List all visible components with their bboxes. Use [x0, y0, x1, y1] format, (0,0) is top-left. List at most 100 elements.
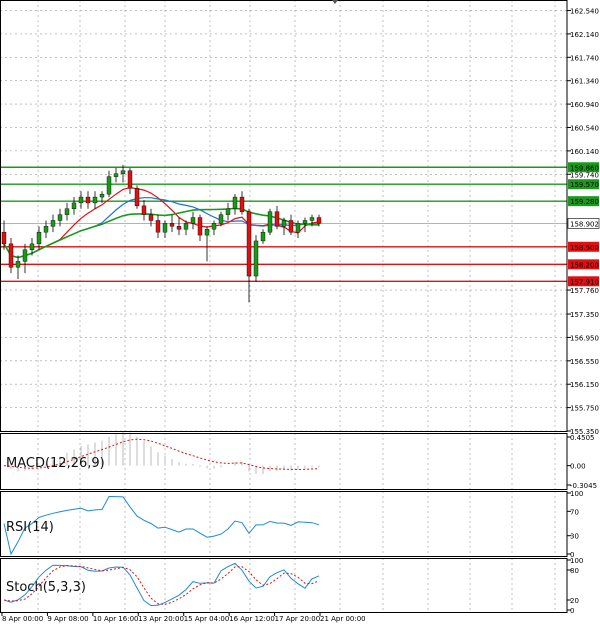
moving-averages — [3, 186, 320, 259]
y-tick-label: 162.540 — [570, 8, 599, 16]
level-badge — [568, 276, 599, 287]
candle-body — [85, 196, 91, 204]
candle-body — [176, 226, 182, 230]
macd-tick-label: 0.4505 — [570, 434, 595, 442]
candle-body — [204, 229, 210, 236]
candle-body — [246, 211, 252, 277]
candle-body — [267, 211, 273, 233]
x-tick-label: 13 Apr 20:00 — [138, 615, 184, 623]
candle-body — [281, 220, 287, 227]
level-label: 159.860 — [570, 164, 599, 172]
level-label: 157.910 — [570, 278, 599, 286]
stoch-tick-label: 100 — [570, 557, 583, 565]
macd-tick-label: -0.3045 — [570, 482, 597, 490]
candle-body — [141, 205, 147, 215]
axes — [0, 0, 571, 616]
candle-body — [120, 170, 126, 174]
candle-body — [8, 243, 14, 268]
candle-body — [113, 173, 119, 177]
x-tick-label: 17 Apr 20:00 — [275, 615, 321, 623]
level-badge — [568, 241, 599, 252]
candle-body — [253, 240, 259, 277]
y-tick-label: 159.740 — [570, 171, 599, 179]
x-tick-label: 21 Apr 00:00 — [320, 615, 366, 623]
level-badge — [568, 179, 599, 190]
rsi-tick-label: 30 — [570, 533, 579, 541]
candle-body — [29, 243, 35, 250]
candle-body — [169, 223, 175, 227]
rsi-tick-label: 100 — [570, 490, 583, 498]
rsi-tick-label: 0 — [570, 551, 574, 559]
candle-body — [50, 220, 56, 227]
y-tick-label: 156.550 — [570, 358, 599, 366]
candle-body — [295, 223, 301, 233]
candle-body — [134, 188, 140, 207]
candle-body — [106, 176, 112, 195]
level-label: 158.500 — [570, 244, 599, 252]
current-price-badge — [567, 218, 600, 229]
stoch-tick-label: 20 — [570, 597, 579, 605]
candle-body — [64, 208, 70, 215]
level-label: 158.200 — [570, 261, 599, 269]
candle-body — [22, 249, 28, 262]
y-tick-label: 156.150 — [570, 381, 599, 389]
candle-body — [218, 214, 224, 224]
grid — [0, 0, 567, 612]
candle-body — [99, 193, 105, 198]
candle-body — [239, 196, 245, 212]
stoch-title: Stoch(5,3,3) — [6, 580, 86, 595]
indicator-panels — [3, 431, 320, 607]
rsi-line — [3, 495, 320, 556]
y-tick-label: 157.350 — [570, 311, 599, 319]
candle-body — [225, 208, 231, 215]
x-tick-label: 10 Apr 16:00 — [93, 615, 139, 623]
candle-body — [197, 217, 203, 236]
candle-body — [232, 196, 238, 209]
y-tick-label: 155.750 — [570, 405, 599, 413]
candle-body — [260, 231, 266, 242]
level-badge — [568, 259, 599, 270]
panel-frame — [0, 0, 568, 432]
candle-body — [309, 217, 315, 221]
candle-body — [92, 196, 98, 204]
candle-body — [127, 170, 133, 189]
panel-frame — [0, 491, 568, 557]
macd-tick-label: 0.00 — [570, 463, 586, 471]
panel-frame — [0, 558, 568, 613]
candle-body — [57, 214, 63, 221]
level-label: 159.570 — [570, 181, 599, 189]
labels: 162.540 162.140 161.740 161.340 160.940 160.5… — [2, 8, 599, 623]
level-label: 159.280 — [570, 198, 599, 206]
y-tick-label: 155.350 — [570, 428, 599, 436]
candles — [1, 164, 322, 303]
candle-body — [36, 231, 42, 245]
y-tick-label: 157.760 — [570, 287, 599, 295]
candle-body — [162, 223, 168, 233]
y-tick-label: 160.140 — [570, 148, 599, 156]
stoch-tick-label: 0 — [570, 607, 574, 615]
ma-slow — [3, 207, 320, 259]
candle-body — [78, 196, 84, 204]
x-tick-label: 9 Apr 08:00 — [47, 615, 88, 623]
y-tick-label: 156.950 — [570, 334, 599, 342]
level-badge — [568, 196, 599, 207]
level-badge — [568, 162, 599, 173]
y-tick-label: 162.140 — [570, 31, 599, 39]
y-tick-label: 161.740 — [570, 54, 599, 62]
candle-body — [155, 220, 161, 233]
scroll-marker-icon — [332, 0, 338, 4]
x-tick-label: 15 Apr 04:00 — [184, 615, 230, 623]
candle-body — [148, 214, 154, 221]
candle-body — [274, 211, 280, 227]
current-price-label: 158.902 — [570, 220, 599, 228]
x-tick-label: 16 Apr 12:00 — [229, 615, 275, 623]
y-tick-label: 161.340 — [570, 78, 599, 86]
macd-title: MACD(12,26,9) — [6, 456, 105, 471]
y-tick-label: 160.540 — [570, 124, 599, 132]
candle-body — [183, 223, 189, 230]
panel-frame — [0, 433, 568, 490]
x-tick-label: 8 Apr 00:00 — [2, 615, 43, 623]
candle-body — [71, 202, 77, 209]
rsi-tick-label: 70 — [570, 508, 579, 516]
